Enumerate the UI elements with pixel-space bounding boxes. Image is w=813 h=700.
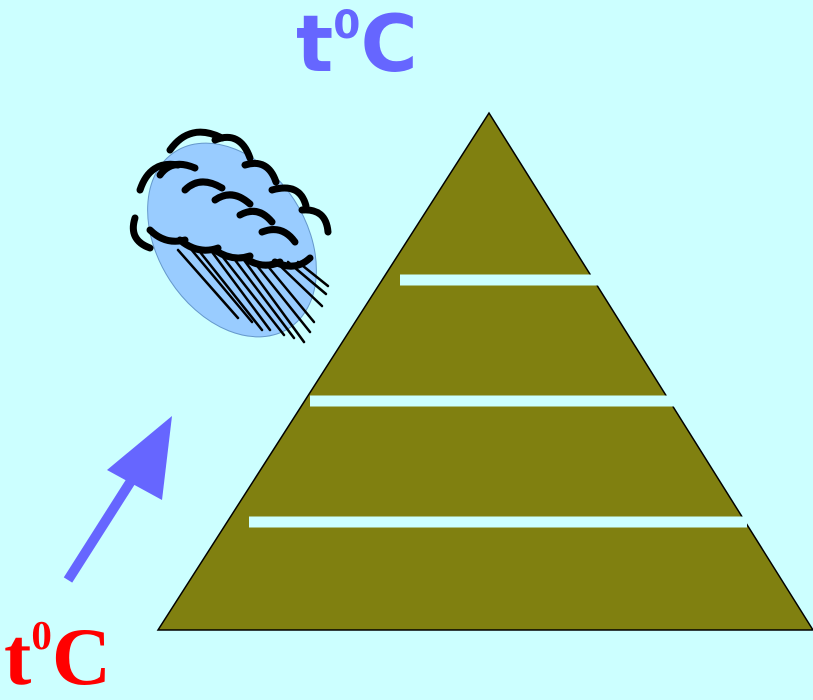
temperature-symbol: t [4, 611, 32, 700]
rain-cloud-icon [129, 128, 332, 344]
bottom-temperature-label: t0C [4, 615, 111, 698]
arrow-up-right-icon [63, 416, 172, 583]
top-temperature-label: t0C [296, 6, 418, 84]
altitude-layers [249, 274, 747, 528]
degree-superscript: 0 [333, 2, 361, 48]
degree-superscript: 0 [31, 612, 52, 659]
celsius-unit: C [51, 611, 112, 700]
temperature-symbol: t [296, 0, 334, 90]
mountain-pyramid [156, 111, 813, 631]
celsius-unit: C [360, 0, 418, 90]
